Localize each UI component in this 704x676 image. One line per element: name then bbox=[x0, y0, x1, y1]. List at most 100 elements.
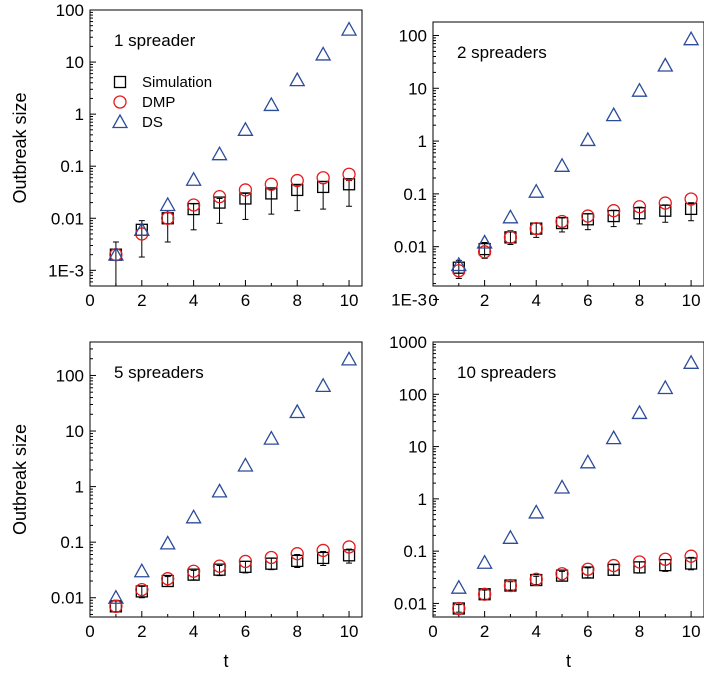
x-tick-label: 10 bbox=[340, 291, 359, 310]
data-point-triangle bbox=[605, 106, 622, 122]
data-point-triangle bbox=[315, 377, 332, 393]
data-point-circle bbox=[342, 540, 356, 554]
y-tick-label: 10 bbox=[408, 438, 427, 457]
y-axis-title: Outbreak size bbox=[10, 92, 30, 203]
data-point-triangle bbox=[450, 579, 467, 594]
y-tick-label: 0.1 bbox=[403, 542, 427, 561]
legend: Simulation DMP DS bbox=[111, 74, 212, 131]
y-tick-label: 0.1 bbox=[403, 185, 427, 204]
data-point-circle bbox=[503, 578, 518, 593]
data-point-square bbox=[684, 202, 698, 216]
plot-frame bbox=[89, 9, 363, 287]
data-point-circle bbox=[632, 200, 647, 214]
data-point-square bbox=[213, 196, 226, 209]
data-point-circle bbox=[161, 572, 175, 586]
data-point-triangle bbox=[211, 483, 228, 498]
data-point-triangle bbox=[289, 71, 306, 87]
data-point-circle bbox=[238, 554, 253, 569]
data-point-triangle bbox=[263, 430, 280, 445]
data-point-circle bbox=[658, 552, 672, 566]
data-point-circle bbox=[452, 601, 466, 616]
y-tick-label: 0.01 bbox=[394, 238, 427, 257]
data-point-triangle bbox=[450, 256, 467, 272]
data-point-circle bbox=[581, 209, 595, 223]
data-point-triangle bbox=[340, 351, 358, 366]
panel-title: 5 spreaders bbox=[114, 363, 204, 382]
data-point-triangle bbox=[657, 379, 674, 395]
data-point-square bbox=[291, 554, 304, 568]
data-point-circle bbox=[632, 555, 647, 569]
y-tick-label: 1E-3 bbox=[48, 261, 84, 280]
y-tick-label: 1E-3 bbox=[391, 290, 427, 309]
y-axis-title: Outbreak size bbox=[10, 424, 30, 535]
series-dmp bbox=[452, 192, 698, 278]
series-ds bbox=[107, 21, 358, 261]
series-ds bbox=[450, 354, 700, 594]
data-point-square bbox=[659, 558, 672, 572]
x-tick-label: 2 bbox=[137, 622, 146, 641]
y-tick-label: 100 bbox=[56, 366, 84, 385]
data-point-triangle bbox=[133, 221, 150, 236]
legend-triangle-icon bbox=[111, 113, 129, 129]
x-tick-label: 10 bbox=[682, 291, 701, 310]
x-tick-label: 8 bbox=[635, 622, 644, 641]
plot-frame bbox=[432, 341, 704, 618]
data-point-square bbox=[684, 557, 698, 570]
data-point-circle bbox=[503, 230, 518, 245]
panel-title: 2 spreaders bbox=[457, 43, 547, 62]
data-point-circle bbox=[555, 567, 569, 581]
data-point-circle bbox=[238, 183, 253, 197]
data-point-square bbox=[659, 204, 672, 217]
data-point-triangle bbox=[502, 208, 519, 224]
series-ds bbox=[450, 30, 700, 272]
x-tick-label: 2 bbox=[137, 291, 146, 310]
data-point-circle bbox=[555, 214, 569, 229]
x-tick-label: 4 bbox=[532, 291, 541, 310]
x-tick-label: 6 bbox=[583, 622, 592, 641]
data-point-triangle bbox=[185, 171, 202, 186]
data-point-triangle bbox=[159, 196, 176, 212]
x-tick-label: 0 bbox=[85, 622, 94, 641]
x-tick-label: 6 bbox=[583, 291, 592, 310]
x-tick-label: 4 bbox=[532, 622, 541, 641]
legend-label: Simulation bbox=[142, 74, 212, 91]
chart-panel-3: 0 2 4 6 8 10 0.01 0.1 1 10 100 Outbreak size t 5 spre… bbox=[10, 341, 363, 671]
data-point-triangle bbox=[631, 404, 648, 420]
data-point-triangle bbox=[107, 589, 125, 604]
data-point-triangle bbox=[553, 157, 571, 172]
data-point-square bbox=[607, 209, 620, 223]
data-point-triangle bbox=[476, 234, 493, 249]
y-tick-label: 1 bbox=[75, 105, 84, 124]
series-ds bbox=[107, 351, 358, 604]
x-tick-label: 2 bbox=[480, 291, 489, 310]
data-point-square bbox=[342, 178, 356, 191]
data-point-triangle bbox=[133, 562, 150, 578]
data-point-square bbox=[187, 202, 200, 216]
data-point-triangle bbox=[553, 479, 571, 494]
plot-frame bbox=[432, 21, 704, 287]
y-tick-label: 1 bbox=[418, 490, 427, 509]
data-point-circle bbox=[264, 550, 278, 565]
data-point-triangle bbox=[528, 504, 545, 519]
data-point-triangle bbox=[107, 246, 125, 261]
x-tick-label: 0 bbox=[428, 622, 437, 641]
x-tick-label: 6 bbox=[241, 622, 250, 641]
data-point-square bbox=[265, 557, 278, 570]
data-point-triangle bbox=[237, 121, 254, 136]
data-point-square bbox=[342, 549, 356, 562]
data-point-triangle bbox=[340, 21, 358, 36]
data-point-triangle bbox=[315, 46, 332, 61]
data-point-triangle bbox=[682, 30, 700, 46]
data-point-square bbox=[633, 561, 646, 574]
y-tick-label: 100 bbox=[56, 1, 84, 20]
data-point-circle bbox=[212, 559, 227, 573]
data-point-circle bbox=[529, 572, 543, 586]
data-point-triangle bbox=[237, 457, 254, 472]
data-point-triangle bbox=[682, 354, 700, 369]
x-tick-label: 4 bbox=[189, 622, 198, 641]
y-tick-label: 10 bbox=[65, 53, 84, 72]
x-tick-label: 8 bbox=[293, 622, 302, 641]
data-point-circle bbox=[607, 204, 621, 218]
data-point-square bbox=[316, 180, 330, 194]
data-point-square bbox=[316, 551, 330, 565]
